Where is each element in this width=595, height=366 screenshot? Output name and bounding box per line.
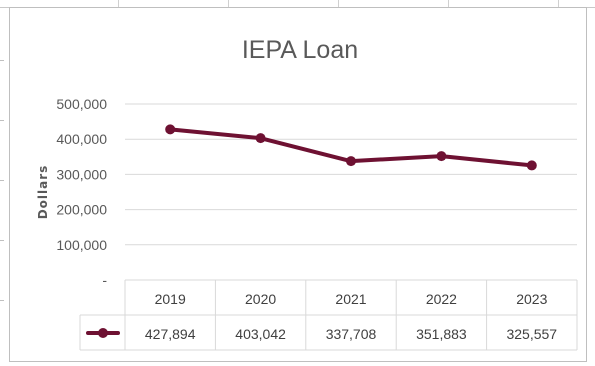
y-tick-label: 400,000 bbox=[56, 131, 107, 147]
sheet-row-tick bbox=[0, 300, 4, 301]
data-point bbox=[346, 156, 356, 167]
data-label: 403,042 bbox=[235, 326, 286, 342]
data-point bbox=[526, 160, 537, 171]
x-category-label: 2021 bbox=[335, 291, 366, 307]
x-category-label: 2020 bbox=[245, 291, 276, 307]
sheet-column-divider bbox=[118, 0, 119, 7]
sheet-row-tick bbox=[0, 180, 4, 181]
data-label: 351,883 bbox=[416, 326, 467, 342]
data-label: 337,708 bbox=[326, 326, 377, 342]
data-table: 2019 2020 2021 2022 2023 427,894 403,042 337,70… bbox=[79, 279, 578, 351]
data-point bbox=[255, 133, 266, 144]
sheet-column-divider bbox=[338, 0, 339, 7]
x-category-label: 2023 bbox=[516, 291, 547, 307]
y-axis-label: Dollars bbox=[36, 165, 50, 220]
sheet-row-tick bbox=[0, 120, 4, 121]
x-category-label: 2022 bbox=[426, 291, 457, 307]
y-tick-label: 300,000 bbox=[56, 166, 107, 182]
y-tick-label: - bbox=[102, 272, 107, 288]
y-tick-label: 100,000 bbox=[56, 237, 107, 253]
data-label: 427,894 bbox=[145, 326, 196, 342]
sheet-row-tick bbox=[0, 60, 4, 61]
series-line-group bbox=[165, 124, 537, 171]
data-point bbox=[436, 151, 447, 162]
sheet-column-divider bbox=[448, 0, 449, 7]
y-tick-label: 500,000 bbox=[56, 96, 107, 112]
chart-title: IEPA Loan bbox=[242, 36, 358, 64]
x-category-label: 2019 bbox=[155, 291, 186, 307]
sheet-row-tick bbox=[0, 240, 4, 241]
y-tick-label: 200,000 bbox=[56, 202, 107, 218]
y-axis-ticks: - 100,000 200,000 300,000 400,000 500,000 bbox=[56, 96, 107, 288]
gridlines bbox=[125, 103, 577, 246]
chart-area[interactable] bbox=[9, 7, 587, 362]
legend-key-marker bbox=[98, 328, 108, 338]
data-label: 325,557 bbox=[506, 326, 557, 342]
data-point bbox=[165, 124, 176, 135]
sheet-column-divider bbox=[228, 0, 229, 7]
sheet-column-divider bbox=[558, 0, 559, 7]
